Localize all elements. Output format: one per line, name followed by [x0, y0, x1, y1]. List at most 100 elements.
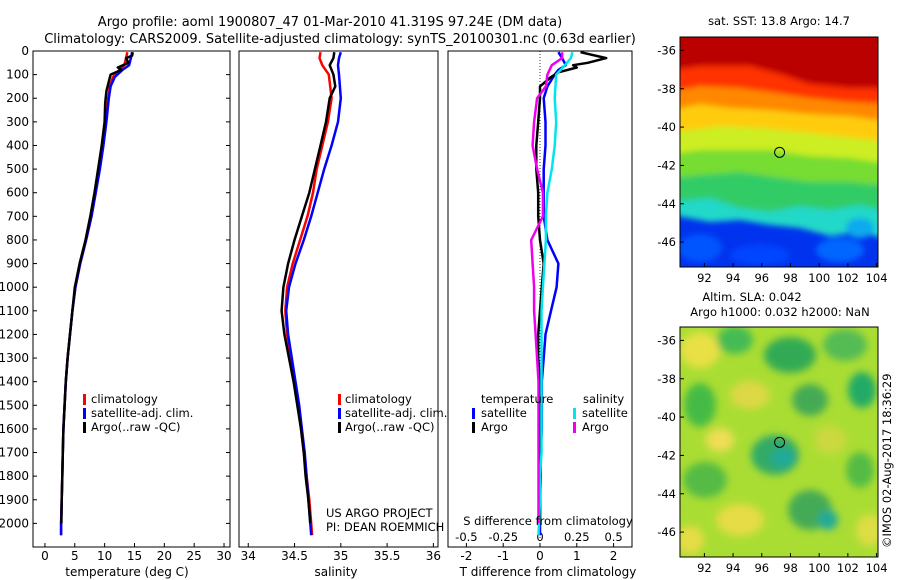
- salinity-axes-frame: [238, 50, 439, 548]
- legend-swatch-t-satellite: [472, 408, 475, 419]
- sst-map-panel: sat. SST: 13.8 Argo: 14.7 92 9: [657, 14, 888, 285]
- map-x-tick-label: 104: [866, 271, 888, 285]
- figure-title-line2: Climatology: CARS2009. Satellite-adjuste…: [44, 32, 636, 47]
- s-diff-tick-label: -0.25: [488, 530, 518, 544]
- sst-float-marker: [774, 146, 786, 158]
- s-diff-tick-label: -0.5: [455, 530, 477, 544]
- depth-tick-label: 600: [6, 186, 29, 200]
- x-tick-label: 20: [157, 549, 172, 563]
- depth-tick-label: 200: [6, 91, 29, 105]
- depth-tick-label: 1400: [0, 375, 29, 389]
- map-x-tick-label: 100: [808, 271, 830, 285]
- sla-field: [680, 327, 878, 557]
- x-tick-label: 10: [97, 549, 112, 563]
- depth-tick-label: 700: [6, 209, 29, 223]
- temperature-xlabel: temperature (deg C): [65, 565, 188, 579]
- legend-swatch-satellite-adj-s: [338, 408, 341, 419]
- map-y-tick-label: -46: [657, 235, 676, 249]
- sla-map-frame: [679, 326, 879, 558]
- salinity-xlabel: salinity: [314, 565, 357, 579]
- legend-label-climatology: climatology: [91, 392, 158, 406]
- depth-tick-label: 900: [6, 257, 29, 271]
- depth-tick-label: 1300: [0, 351, 29, 365]
- legend-swatch-argo-s: [338, 422, 341, 433]
- map-x-tick-label: 94: [726, 271, 741, 285]
- depth-tick-label: 400: [6, 138, 29, 152]
- legend-label-satellite-adj-s: satellite-adj. clim.: [345, 406, 447, 420]
- map-y-tick-label: -36: [657, 333, 676, 347]
- x-tick-label: -1: [497, 549, 509, 563]
- map-x-tick-label: 98: [783, 271, 798, 285]
- depth-tick-label: 500: [6, 162, 29, 176]
- s-difference-tick-labels: -0.5 -0.25 0 0.25 0.5: [455, 530, 623, 544]
- map-x-tick-label: 102: [837, 561, 859, 575]
- depth-tick-label: 1600: [0, 422, 29, 436]
- sst-title: sat. SST: 13.8 Argo: 14.7: [708, 14, 850, 28]
- x-tick-label: 2: [610, 549, 618, 563]
- x-tick-label: -2: [460, 549, 472, 563]
- map-y-tick-label: -38: [657, 372, 676, 386]
- legend-label-t-satellite: satellite: [481, 406, 527, 420]
- sla-title2: Argo h1000: 0.032 h2000: NaN: [690, 305, 869, 319]
- legend-swatch-s-satellite: [573, 408, 576, 419]
- depth-tick-label: 1000: [0, 280, 29, 294]
- x-tick-label: 34.5: [281, 549, 308, 563]
- t-difference-tick-labels: -2 -1 0 1 2: [460, 543, 617, 563]
- depth-tick-label: 1100: [0, 304, 29, 318]
- series-line-argo-raw-qc-: [60, 51, 134, 524]
- depth-tick-label: 1700: [0, 446, 29, 460]
- x-tick-label: 1: [573, 549, 581, 563]
- s-diff-tick-label: 0.25: [564, 530, 590, 544]
- map-x-tick-label: 104: [866, 561, 888, 575]
- x-tick-label: 25: [187, 549, 202, 563]
- map-y-tick-label: -46: [657, 525, 676, 539]
- x-tick-label: 34: [241, 549, 256, 563]
- legend-swatch-climatology: [83, 394, 86, 405]
- legend-swatch-s-argo: [573, 422, 576, 433]
- credit-line1: US ARGO PROJECT: [326, 506, 434, 520]
- legend-header-salinity: salinity: [583, 392, 624, 406]
- map-y-tick-label: -40: [657, 120, 676, 134]
- series-line-argo-raw-qc-: [280, 52, 337, 524]
- legend-label-t-argo: Argo: [481, 420, 508, 434]
- temperature-axes-frame: [32, 50, 231, 548]
- depth-tick-label: 1200: [0, 327, 29, 341]
- legend-label-s-satellite: satellite: [582, 406, 628, 420]
- temperature-panel: 0100200300400500600700800900100011001200…: [0, 44, 632, 579]
- depth-tick-label: 800: [6, 233, 29, 247]
- map-x-tick-label: 98: [783, 561, 798, 575]
- legend-swatch-t-argo: [472, 422, 475, 433]
- legend-label-argo-s: Argo(..raw -QC): [345, 420, 435, 434]
- map-x-tick-label: 96: [754, 561, 769, 575]
- x-tick-label: 36: [426, 549, 441, 563]
- x-tick-label: 35.5: [374, 549, 401, 563]
- depth-tick-label: 2000: [0, 516, 29, 530]
- s-difference-label: S difference from climatology: [463, 514, 633, 528]
- legend-swatch-argo: [83, 422, 86, 433]
- legend-label-argo: Argo(..raw -QC): [91, 420, 181, 434]
- x-tick-label: 0: [536, 549, 544, 563]
- credit-line2: PI: DEAN ROEMMICH: [326, 520, 444, 534]
- difference-panel: -2 -1 0 1 2 -0.5 -0.25 0 0.25 0.5 S difference f…: [447, 50, 636, 579]
- legend-swatch-climatology-s: [338, 394, 341, 405]
- depth-tick-label: 300: [6, 115, 29, 129]
- temperature-legend: climatology satellite-adj. clim. Argo(..…: [83, 392, 193, 434]
- map-y-tick-label: -44: [657, 487, 676, 501]
- salinity-series: [280, 51, 343, 536]
- x-tick-label: 15: [127, 549, 142, 563]
- difference-legend: temperature salinity satellite Argo sate…: [472, 392, 628, 434]
- x-tick-label: 30: [216, 549, 231, 563]
- sla-map-tick-labels: 92 94 96 98 100 102 104 -36 -38 -40 -42 -44 -46: [657, 333, 887, 575]
- depth-tick-label: 1900: [0, 493, 29, 507]
- map-y-tick-label: -42: [657, 158, 676, 172]
- depth-tick-label: 100: [6, 68, 29, 82]
- sla-map-panel: Altim. SLA: 0.042 Argo h1000: 0.032 h200…: [657, 290, 887, 575]
- temperature-series: [59, 51, 134, 536]
- sla-float-marker: [774, 436, 786, 448]
- depth-tick-label: 1500: [0, 398, 29, 412]
- map-x-tick-label: 100: [808, 561, 830, 575]
- temperature-tick-labels: 0 5 10 15 20 25 30: [41, 543, 232, 563]
- x-tick-label: 35: [333, 549, 348, 563]
- sst-field: [680, 37, 878, 267]
- legend-header-temperature: temperature: [481, 392, 553, 406]
